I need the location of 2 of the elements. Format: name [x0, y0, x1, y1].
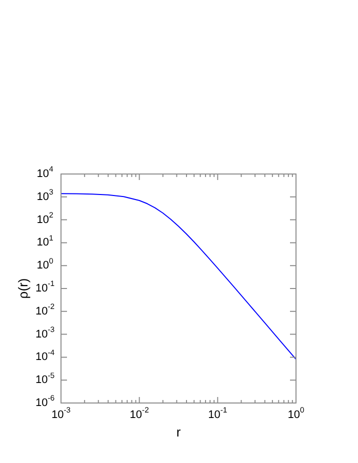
y-axis-title: ρ(r) [16, 278, 31, 299]
x-axis-title: r [176, 424, 182, 440]
